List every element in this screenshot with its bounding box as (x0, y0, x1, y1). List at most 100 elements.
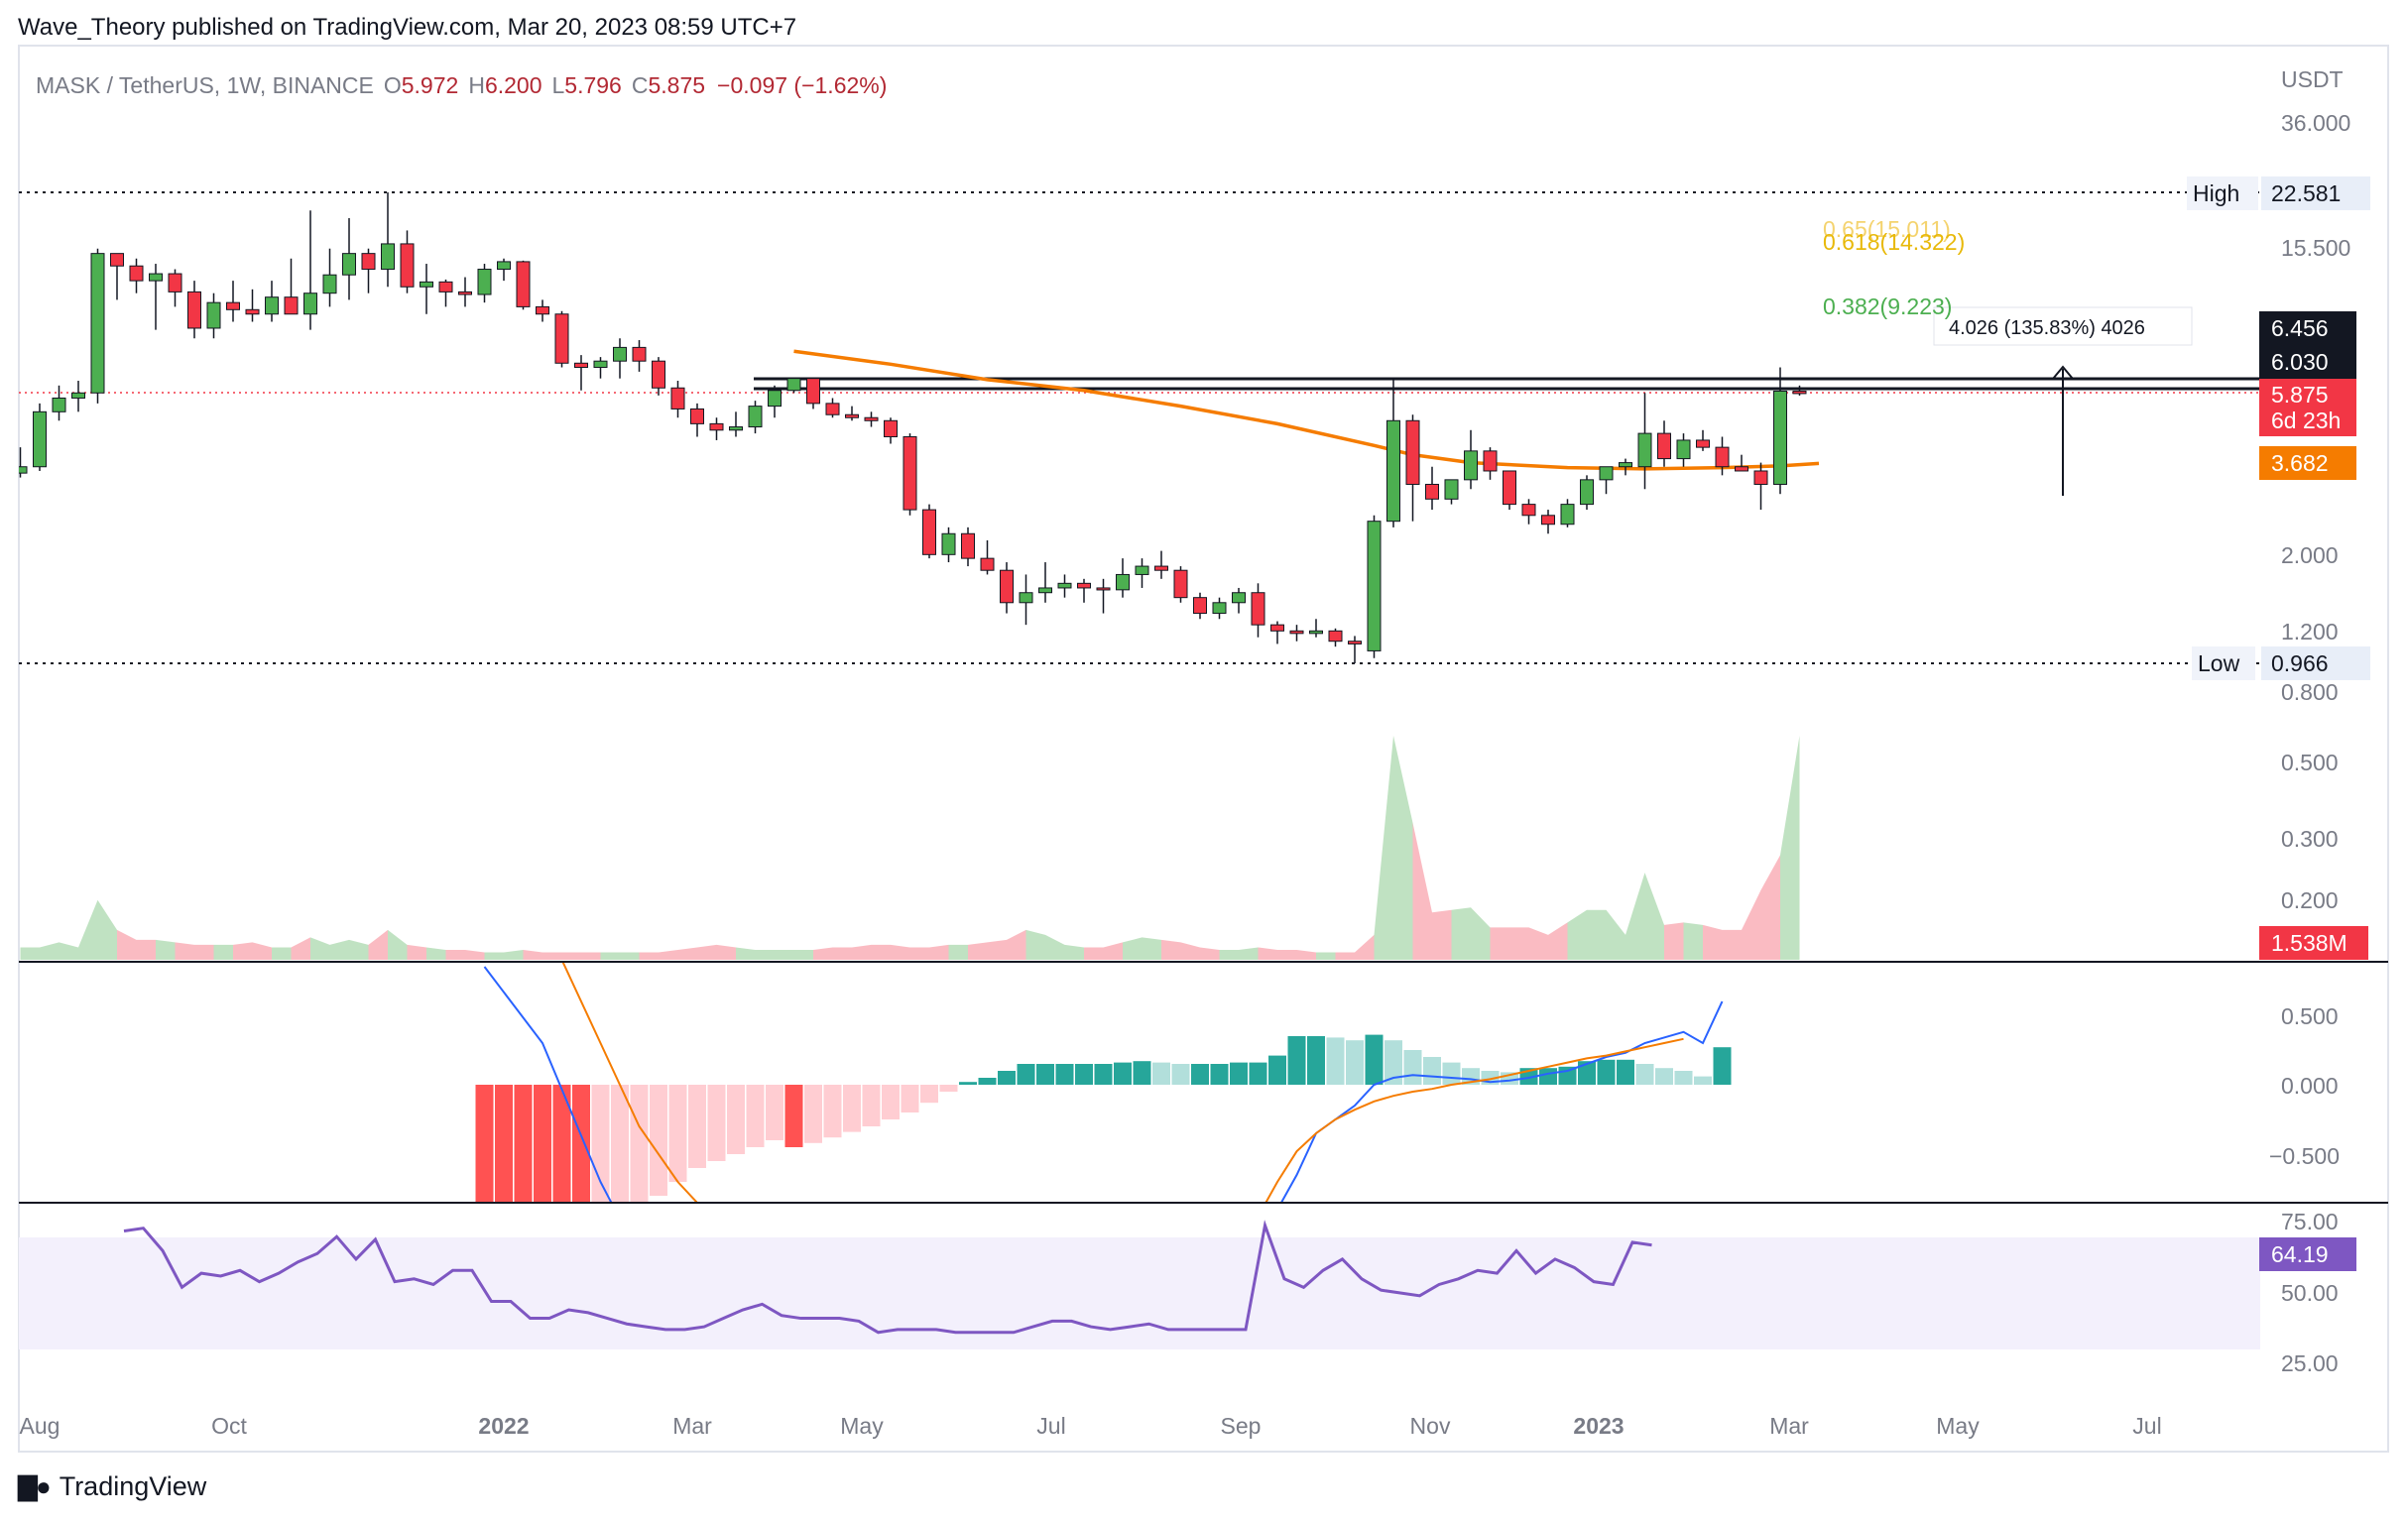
macd-histogram-bar (939, 1085, 958, 1092)
macd-histogram-bar (611, 1085, 629, 1202)
candle (71, 381, 85, 412)
macd-histogram-bar (1230, 1062, 1248, 1085)
volume-bar (484, 952, 504, 960)
candle-body (1212, 602, 1227, 615)
measure-arrow-head (2052, 365, 2074, 380)
time-axis[interactable]: Aug Oct 2022 Mar May Jul Sep Nov 2023 Ma… (20, 1413, 2162, 1439)
high-tag-label-bg (2187, 176, 2258, 210)
candle-body (941, 532, 956, 555)
volume-bar (388, 929, 408, 960)
macd-histogram-bar (1597, 1059, 1616, 1085)
candle-body (187, 291, 201, 329)
volume-bar (349, 939, 369, 960)
resistance-tag-1: 6.456 (2271, 315, 2329, 341)
candle-body (903, 435, 917, 511)
candle (670, 381, 685, 418)
candle-body (1057, 582, 1072, 589)
candle-body (71, 392, 85, 399)
candle-body (1038, 587, 1052, 594)
volume-bar (1625, 873, 1645, 960)
volume-bar (368, 929, 388, 960)
candle (1154, 550, 1168, 579)
candle (1444, 479, 1459, 505)
rsi-band (19, 1237, 2260, 1349)
candle (265, 281, 279, 322)
candle (1541, 510, 1555, 534)
volume-bar (1335, 952, 1355, 960)
price-axis[interactable]: USDT 36.000 15.500 2.000 1.200 0.800 (2281, 66, 2350, 705)
volume-bar (1432, 909, 1452, 960)
macd-histogram-bar (630, 1085, 649, 1202)
candle-body (1619, 462, 1632, 468)
candle (1328, 628, 1343, 647)
legend-change: −0.097 (−1.62%) (717, 72, 887, 98)
candle (1077, 578, 1091, 603)
candle-body (1116, 573, 1130, 591)
volume-bar (1528, 927, 1548, 960)
candle-body (1541, 515, 1555, 526)
candle (400, 230, 415, 293)
volume-bar (1355, 934, 1375, 960)
volume-bar (59, 942, 78, 960)
candle-body (729, 426, 743, 431)
volume-bar (194, 944, 214, 960)
candle (632, 340, 647, 372)
candle-body (1637, 432, 1652, 468)
macd-histogram-bar (1578, 1061, 1596, 1085)
candle-body (381, 243, 395, 271)
macd-histogram-bar (1094, 1064, 1113, 1085)
volume-bar (600, 952, 620, 960)
volume-bar (1296, 949, 1316, 960)
candle-body (980, 557, 995, 571)
candle-body (226, 301, 240, 310)
volume-bar (1045, 934, 1065, 960)
macd-histogram-bar (1152, 1062, 1170, 1085)
candle (1116, 558, 1130, 598)
volume-bar (755, 949, 775, 960)
tradingview-logo[interactable]: ▇● TradingView (18, 1471, 206, 1502)
volume-bar (1393, 736, 1413, 960)
legend-open: 5.972 (402, 72, 459, 98)
candle (690, 403, 704, 437)
time-label: 2022 (478, 1413, 529, 1439)
volume-bar (1064, 944, 1084, 960)
candle (303, 210, 317, 330)
candle (574, 355, 588, 391)
candle (593, 357, 608, 379)
candle-body (1270, 624, 1284, 632)
candle-body (265, 296, 279, 315)
candle (497, 258, 511, 282)
volume-tick: 0.500 (2281, 750, 2339, 775)
volume-bar (407, 944, 426, 960)
price-tick: 1.200 (2281, 619, 2339, 644)
measure-label-box (1933, 306, 2193, 346)
candle (110, 253, 124, 300)
volume-bar (1742, 889, 1761, 960)
candle-body (1173, 569, 1188, 599)
candle (1348, 636, 1362, 663)
macd-histogram-bar (1075, 1064, 1093, 1085)
rsi-tick: 75.00 (2281, 1209, 2339, 1234)
candle-body (1599, 466, 1614, 481)
macd-histogram-bar (1133, 1061, 1151, 1085)
volume-bar (736, 947, 756, 960)
high-tag-value: 22.581 (2271, 180, 2341, 206)
macd-histogram-bar (1326, 1037, 1345, 1085)
candle-body (593, 360, 608, 369)
candle (806, 377, 820, 410)
candle-body (786, 378, 801, 392)
signal-line (561, 963, 1684, 1202)
macd-histogram-bar (1114, 1062, 1132, 1085)
macd-histogram-bar (1442, 1062, 1461, 1085)
fib-label-65: 0.65(15.011) (1823, 216, 1951, 242)
legend-close: 5.875 (648, 72, 705, 98)
candle-body (864, 416, 879, 421)
candle-body (574, 362, 588, 369)
candle (1309, 619, 1323, 638)
candle (1464, 429, 1478, 490)
time-label: Jul (1036, 1413, 1065, 1439)
macd-histogram-bar (804, 1085, 822, 1143)
chart-frame (18, 45, 2389, 1453)
candle (1405, 414, 1420, 522)
